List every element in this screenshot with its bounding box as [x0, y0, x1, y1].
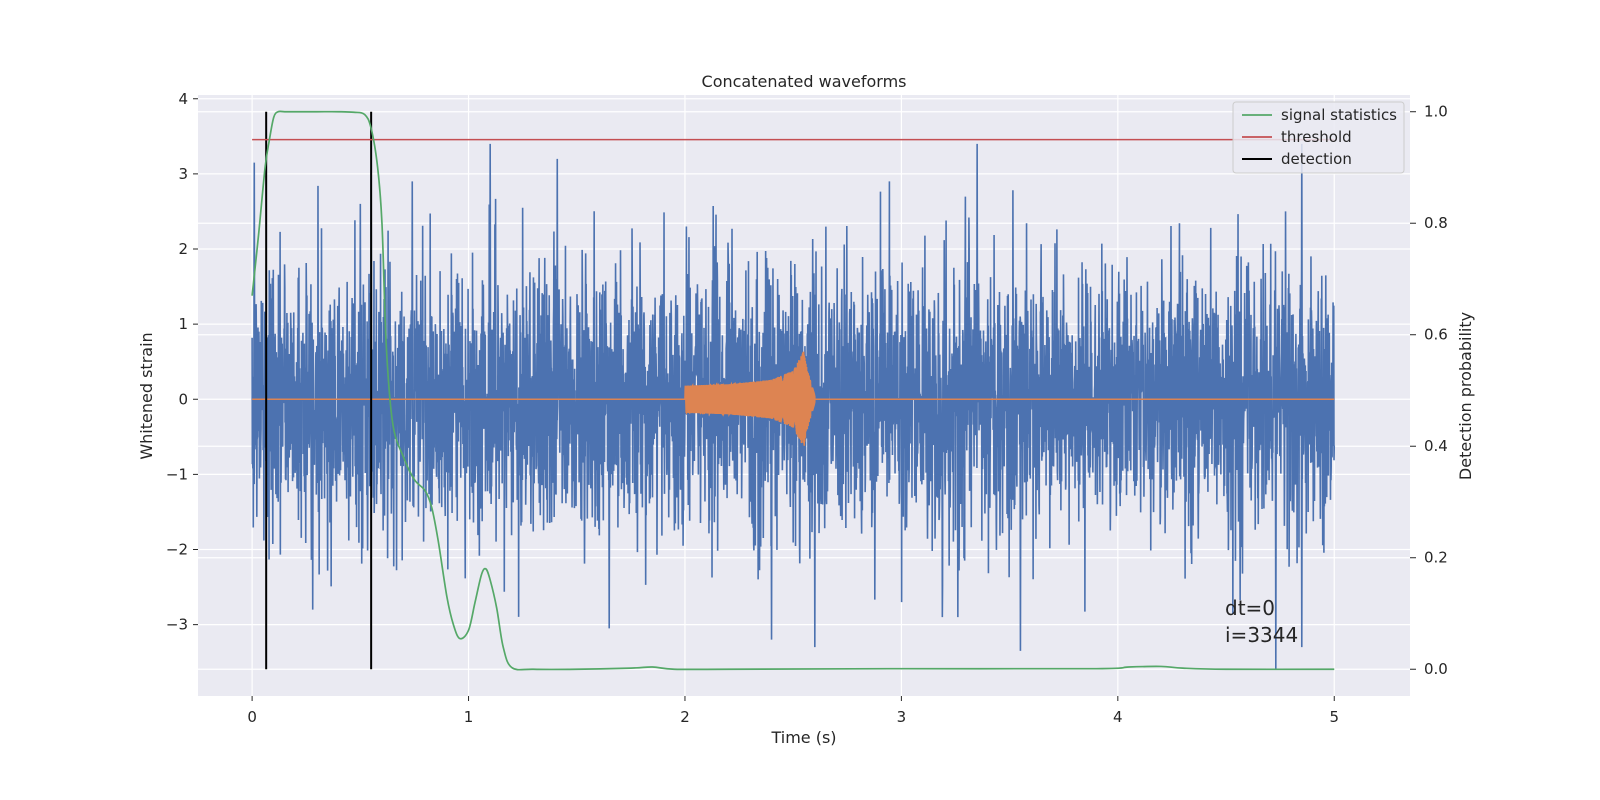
legend-label-threshold: threshold: [1281, 128, 1352, 146]
y2-tick-label-3: 0.6: [1424, 326, 1448, 344]
legend-label-signal-statistics: signal statistics: [1281, 106, 1397, 124]
y2-tick-label-5: 1.0: [1424, 103, 1448, 121]
y-tick-label-2: −1: [166, 465, 188, 483]
y-tick-label-7: 4: [178, 90, 188, 108]
y-axis-right: 0.0 0.2 0.4 0.6 0.8 1.0: [1410, 103, 1448, 678]
y-tick-label-0: −3: [166, 616, 188, 634]
x-tick-label-5: 5: [1329, 708, 1339, 726]
x-axis-label: Time (s): [770, 728, 836, 747]
annotation-dt: dt=0: [1225, 596, 1275, 620]
x-tick-label-4: 4: [1113, 708, 1123, 726]
series-signal-statistics: [251, 110, 1335, 671]
chart-title: Concatenated waveforms: [702, 72, 907, 91]
legend-box: [1232, 101, 1405, 174]
y-tick-label-1: −2: [166, 541, 188, 559]
y-tick-label-6: 3: [178, 165, 188, 183]
x-tick-label-3: 3: [897, 708, 907, 726]
y2-tick-label-2: 0.4: [1424, 437, 1448, 455]
series-injected-waveform: [684, 351, 816, 446]
annotation-index: i=3344: [1225, 623, 1298, 647]
y2-tick-label-4: 0.8: [1424, 214, 1448, 232]
legend-label-detection: detection: [1281, 150, 1352, 168]
x-axis: 0 1 2 3 4 5: [247, 696, 1339, 726]
y-axis-label: Whitened strain: [137, 332, 156, 459]
x-tick-label-2: 2: [680, 708, 690, 726]
y2-axis-label: Detection probability: [1456, 312, 1475, 480]
y-axis-left: −3 −2 −1 0 1 2 3 4: [166, 90, 198, 634]
y-tick-label-4: 1: [178, 315, 188, 333]
x-tick-label-1: 1: [464, 708, 474, 726]
y-tick-label-5: 2: [178, 240, 188, 258]
detection-lines: [265, 111, 373, 670]
y-tick-label-3: 0: [178, 390, 188, 408]
x-tick-label-0: 0: [247, 708, 257, 726]
y2-tick-label-1: 0.2: [1424, 549, 1448, 567]
y2-tick-label-0: 0.0: [1424, 660, 1448, 678]
legend: signal statistics threshold detection: [1232, 101, 1405, 174]
